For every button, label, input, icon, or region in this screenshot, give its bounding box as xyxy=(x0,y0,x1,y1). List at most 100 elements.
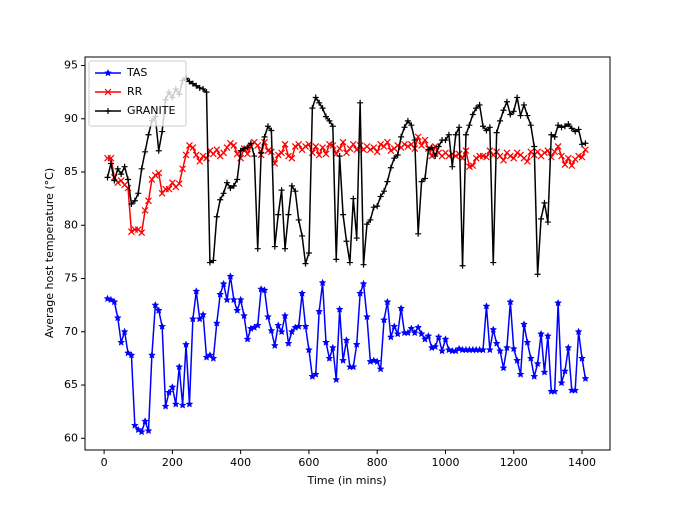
marker xyxy=(445,131,452,138)
marker xyxy=(370,204,377,211)
marker xyxy=(230,141,238,149)
marker xyxy=(335,305,344,313)
marker xyxy=(270,341,279,349)
marker xyxy=(186,78,193,85)
marker xyxy=(155,147,162,154)
marker xyxy=(548,131,555,138)
marker xyxy=(264,312,272,321)
marker xyxy=(359,279,368,288)
marker xyxy=(561,161,569,168)
marker xyxy=(220,190,227,197)
marker xyxy=(541,149,548,157)
marker xyxy=(226,272,235,280)
marker xyxy=(260,286,269,294)
marker xyxy=(561,123,568,130)
y-tick-label: 85 xyxy=(64,165,78,178)
marker xyxy=(417,329,426,338)
marker xyxy=(349,362,358,371)
marker xyxy=(551,148,559,156)
marker xyxy=(424,331,433,340)
marker xyxy=(452,131,459,138)
marker xyxy=(352,340,361,348)
x-tick-label: 1000 xyxy=(431,456,459,469)
marker xyxy=(513,149,521,157)
marker xyxy=(178,401,187,409)
marker xyxy=(316,99,323,106)
marker xyxy=(281,311,289,320)
marker xyxy=(578,153,586,161)
marker xyxy=(496,346,505,355)
marker xyxy=(285,152,292,160)
marker xyxy=(294,322,303,330)
marker xyxy=(185,400,194,408)
marker xyxy=(466,122,473,129)
marker xyxy=(278,149,286,157)
marker xyxy=(380,315,388,324)
marker xyxy=(121,163,128,170)
marker xyxy=(203,89,210,96)
marker xyxy=(168,383,177,391)
marker xyxy=(251,153,258,160)
marker xyxy=(118,171,125,178)
marker xyxy=(564,343,573,352)
plot-frame xyxy=(84,56,611,451)
marker xyxy=(111,177,118,184)
marker xyxy=(128,200,135,207)
marker xyxy=(558,124,565,131)
marker xyxy=(240,311,249,320)
marker xyxy=(196,84,203,91)
marker xyxy=(138,165,145,172)
marker xyxy=(145,131,152,138)
marker xyxy=(401,124,408,131)
marker xyxy=(432,153,439,160)
marker xyxy=(497,117,504,124)
marker xyxy=(456,124,463,131)
marker xyxy=(387,147,395,155)
marker xyxy=(391,155,398,162)
marker xyxy=(357,99,364,106)
marker xyxy=(311,370,320,378)
marker xyxy=(469,111,476,118)
marker xyxy=(568,125,575,132)
marker xyxy=(520,320,528,328)
marker xyxy=(319,105,326,112)
marker xyxy=(275,211,282,218)
marker xyxy=(462,131,469,138)
marker xyxy=(493,129,500,136)
marker xyxy=(403,328,412,337)
marker xyxy=(161,402,170,410)
marker xyxy=(322,338,330,346)
marker xyxy=(383,297,392,306)
marker xyxy=(476,101,483,108)
marker xyxy=(154,306,163,314)
marker xyxy=(151,300,160,309)
marker xyxy=(175,180,183,188)
marker xyxy=(517,112,524,119)
marker xyxy=(165,388,173,396)
marker xyxy=(199,152,207,160)
marker xyxy=(472,154,480,162)
x-tick-label: 0 xyxy=(101,456,108,469)
marker xyxy=(141,206,149,214)
marker xyxy=(287,327,296,336)
marker xyxy=(581,146,589,154)
series xyxy=(103,272,590,436)
marker xyxy=(117,338,126,346)
x-tick-label: 1400 xyxy=(568,456,596,469)
marker xyxy=(537,329,546,338)
marker xyxy=(196,157,204,165)
marker xyxy=(547,153,555,161)
marker xyxy=(295,216,302,223)
marker xyxy=(336,145,344,153)
marker xyxy=(418,178,425,185)
y-axis-label: Average host temperature (°C) xyxy=(43,168,56,338)
marker xyxy=(151,171,159,179)
marker xyxy=(356,289,365,297)
y-tick-label: 95 xyxy=(64,59,78,72)
marker xyxy=(534,271,541,278)
x-tick-label: 400 xyxy=(230,456,251,469)
marker xyxy=(127,228,135,236)
marker xyxy=(343,238,350,245)
marker xyxy=(332,375,341,384)
